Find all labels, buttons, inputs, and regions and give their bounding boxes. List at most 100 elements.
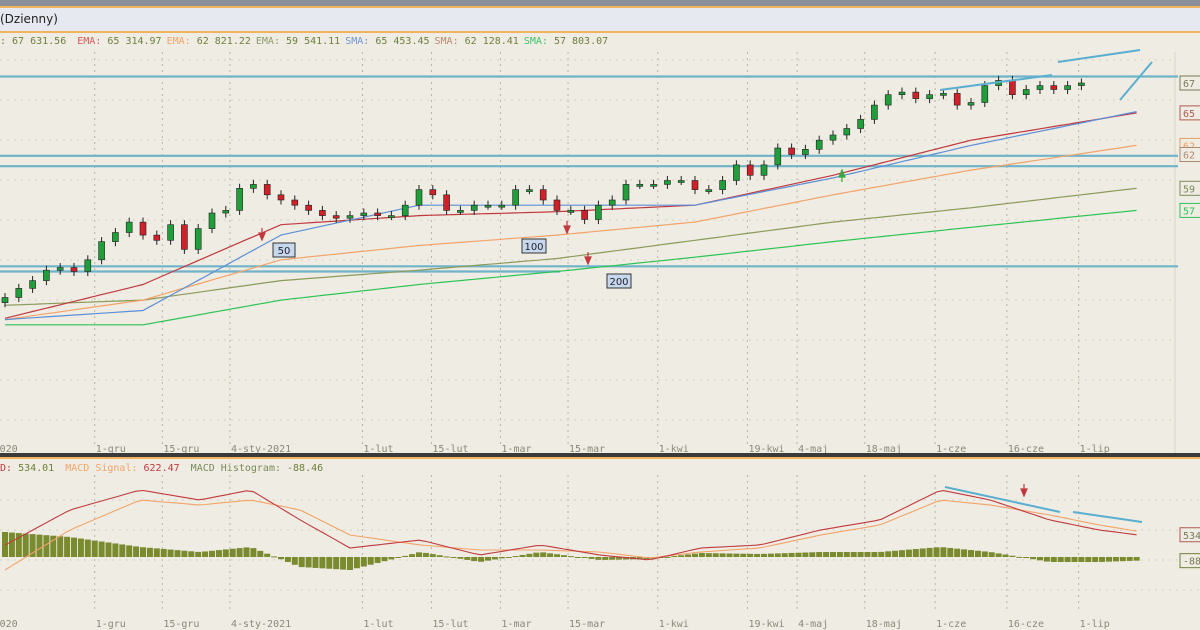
macd-histogram-bar — [698, 553, 705, 557]
macd-histogram-bar — [8, 532, 15, 557]
price-axis-label: 62 — [1183, 151, 1195, 162]
macd-histogram-bar — [836, 552, 843, 557]
candle — [332, 215, 340, 219]
candle — [208, 212, 216, 229]
moving-average-line — [4, 144, 1137, 321]
macd-histogram-bar — [278, 557, 284, 560]
macd-histogram-bar — [478, 557, 485, 562]
macd-histogram-bar — [188, 551, 195, 557]
candle — [1050, 85, 1058, 90]
macd-histogram-bar — [1112, 557, 1119, 562]
legend-label: EMA: — [166, 36, 191, 47]
macd-histogram-bar — [77, 538, 84, 557]
macd-histogram-bar — [995, 553, 1002, 557]
candle — [608, 199, 616, 206]
candle — [1036, 85, 1044, 90]
price-axis-label: 62 — [1183, 141, 1195, 152]
macd-histogram-bar — [126, 545, 133, 557]
macd-histogram-bar — [1085, 557, 1092, 562]
macd-histogram-bar — [471, 557, 478, 562]
candle — [567, 210, 575, 213]
legend-value: 65 314.97 — [107, 36, 162, 47]
macd-axis-label-box — [1179, 553, 1200, 569]
candle — [153, 234, 161, 241]
macd-histogram-bar — [926, 547, 933, 557]
candle — [139, 221, 147, 236]
legend-value: 59 541.11 — [286, 36, 341, 47]
trend-line — [1057, 49, 1141, 63]
macd-histogram-bar — [740, 553, 747, 557]
candle — [802, 149, 809, 155]
candle — [539, 189, 547, 201]
x-tick-label: 19-kwi — [748, 444, 784, 455]
macd-x-tick-label: 1-kwi — [659, 619, 689, 630]
price-axis-label-box — [1179, 105, 1200, 121]
x-tick-label: 1-kwi — [659, 444, 689, 455]
macd-histogram-bar — [450, 557, 457, 558]
macd-x-tick-label: 2020 — [0, 619, 18, 630]
candle — [484, 204, 492, 208]
candle — [1009, 80, 1016, 96]
macd-histogram-bar — [1002, 554, 1009, 557]
macd-x-tick-label: 1-lip — [1080, 619, 1110, 630]
macd-histogram-bar — [105, 542, 112, 557]
macd-histogram-bar — [112, 543, 119, 557]
x-tick-label: 1-lip — [1080, 444, 1110, 455]
macd-histogram-bar — [871, 552, 878, 557]
macd-histogram-bar — [1043, 557, 1050, 562]
macd-histogram-bar — [298, 557, 305, 568]
macd-histogram-bar — [98, 541, 105, 557]
signal-value: 622.47 — [143, 463, 180, 474]
macd-histogram-bar — [1064, 557, 1071, 562]
macd-histogram-bar — [1009, 555, 1016, 557]
legend-label: EMA: — [255, 36, 280, 47]
macd-histogram-bar — [1126, 557, 1133, 561]
macd-histogram-bar — [905, 549, 912, 557]
candle — [774, 147, 782, 166]
macd-histogram-bar — [560, 555, 567, 557]
ma-period-label: 50 — [278, 246, 291, 257]
candle — [733, 164, 740, 181]
macd-legend: D: 534.01 MACD Signal: 622.47 MACD Histo… — [0, 463, 328, 474]
macd-histogram-bar — [319, 557, 326, 569]
macd-histogram-bar — [1092, 557, 1099, 562]
x-tick-label: 2020 — [0, 444, 18, 455]
price-axis-label: 57 — [1183, 206, 1195, 217]
macd-histogram-bar — [388, 557, 395, 560]
macd-histogram-bar — [547, 553, 554, 557]
macd-histogram-bar — [50, 535, 57, 557]
macd-histogram-bar — [574, 557, 581, 558]
macd-x-tick-label: 15-lut — [432, 619, 468, 630]
macd-histogram-bar — [919, 548, 926, 557]
ma-period-box — [606, 273, 632, 289]
candle — [1, 297, 9, 303]
macd-histogram-bar — [816, 552, 823, 557]
candle — [581, 210, 588, 220]
macd-x-tick-label: 18-maj — [866, 619, 902, 630]
macd-histogram-bar — [57, 536, 64, 557]
arrow-down-icon — [258, 228, 266, 242]
candle — [553, 199, 561, 211]
signal-label: MACD Signal: — [65, 463, 138, 474]
macd-histogram-bar — [885, 551, 892, 557]
price-axis-label-box — [1179, 202, 1200, 218]
candle — [346, 215, 354, 219]
macd-histogram-bar — [664, 556, 671, 558]
macd-histogram-bar — [1030, 557, 1037, 560]
candle — [981, 85, 989, 103]
candle — [401, 204, 409, 216]
macd-value: 534.01 — [18, 463, 55, 474]
macd-histogram-bar — [595, 557, 602, 560]
candle — [470, 204, 478, 211]
candle — [15, 288, 23, 298]
macd-histogram-bar — [1071, 557, 1078, 562]
ma-period-label: 200 — [609, 277, 628, 288]
candle — [305, 204, 312, 211]
macd-histogram-bar — [374, 557, 381, 563]
candle — [898, 91, 906, 95]
macd-x-tick-label: 4-sty-2021 — [231, 619, 291, 630]
macd-histogram-bar — [22, 533, 29, 557]
macd-histogram-bar — [284, 557, 291, 562]
macd-histogram-bar — [864, 552, 871, 557]
